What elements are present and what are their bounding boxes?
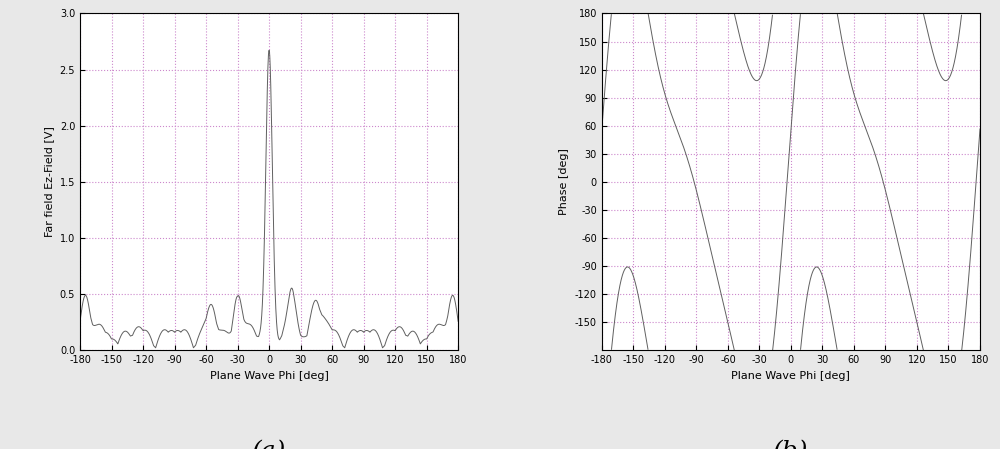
X-axis label: Plane Wave Phi [deg]: Plane Wave Phi [deg]: [210, 370, 329, 381]
Text: (a): (a): [252, 440, 286, 449]
Y-axis label: Phase [deg]: Phase [deg]: [559, 149, 569, 215]
Y-axis label: Far field Ez-Field [V]: Far field Ez-Field [V]: [44, 127, 54, 237]
X-axis label: Plane Wave Phi [deg]: Plane Wave Phi [deg]: [731, 370, 850, 381]
Text: (b): (b): [773, 440, 809, 449]
